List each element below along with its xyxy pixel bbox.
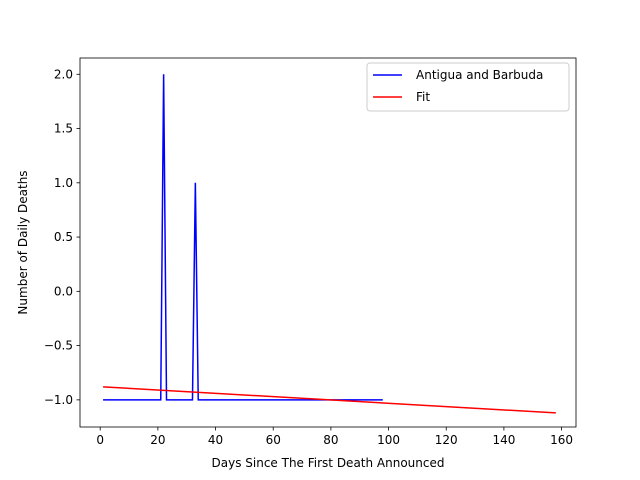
x-tick-label: 20	[150, 433, 165, 447]
x-tick-label: 140	[492, 433, 515, 447]
y-axis-ticks: −1.0 −0.5 0.0 0.5 1.0 1.5 2.0	[44, 67, 80, 407]
x-axis-label: Days Since The First Death Announced	[212, 456, 445, 470]
x-tick-label: 160	[550, 433, 573, 447]
x-tick-label: 120	[435, 433, 458, 447]
x-tick-label: 100	[377, 433, 400, 447]
y-tick-label: 1.5	[54, 122, 73, 136]
y-tick-label: 2.0	[54, 67, 73, 81]
series-line-fit	[103, 386, 556, 414]
plot-lines	[103, 74, 556, 414]
x-tick-label: 0	[96, 433, 104, 447]
y-axis-label: Number of Daily Deaths	[16, 170, 30, 314]
series-line-antigua-and-barbuda	[103, 74, 383, 401]
legend-label-antigua-and-barbuda: Antigua and Barbuda	[416, 68, 543, 82]
y-tick-label: −0.5	[44, 339, 73, 353]
x-axis-ticks: 0 20 40 60 80 100 120 140 160	[96, 427, 573, 447]
y-tick-label: −1.0	[44, 393, 73, 407]
x-tick-label: 60	[266, 433, 281, 447]
legend-label-fit: Fit	[416, 90, 430, 104]
x-tick-label: 80	[323, 433, 338, 447]
legend: Antigua and Barbuda Fit	[366, 62, 570, 112]
legend-box	[366, 62, 570, 112]
y-tick-label: 0.5	[54, 230, 73, 244]
axes-frame	[79, 57, 577, 428]
y-tick-label: 0.0	[54, 284, 73, 298]
x-tick-label: 40	[208, 433, 223, 447]
y-tick-label: 1.0	[54, 176, 73, 190]
